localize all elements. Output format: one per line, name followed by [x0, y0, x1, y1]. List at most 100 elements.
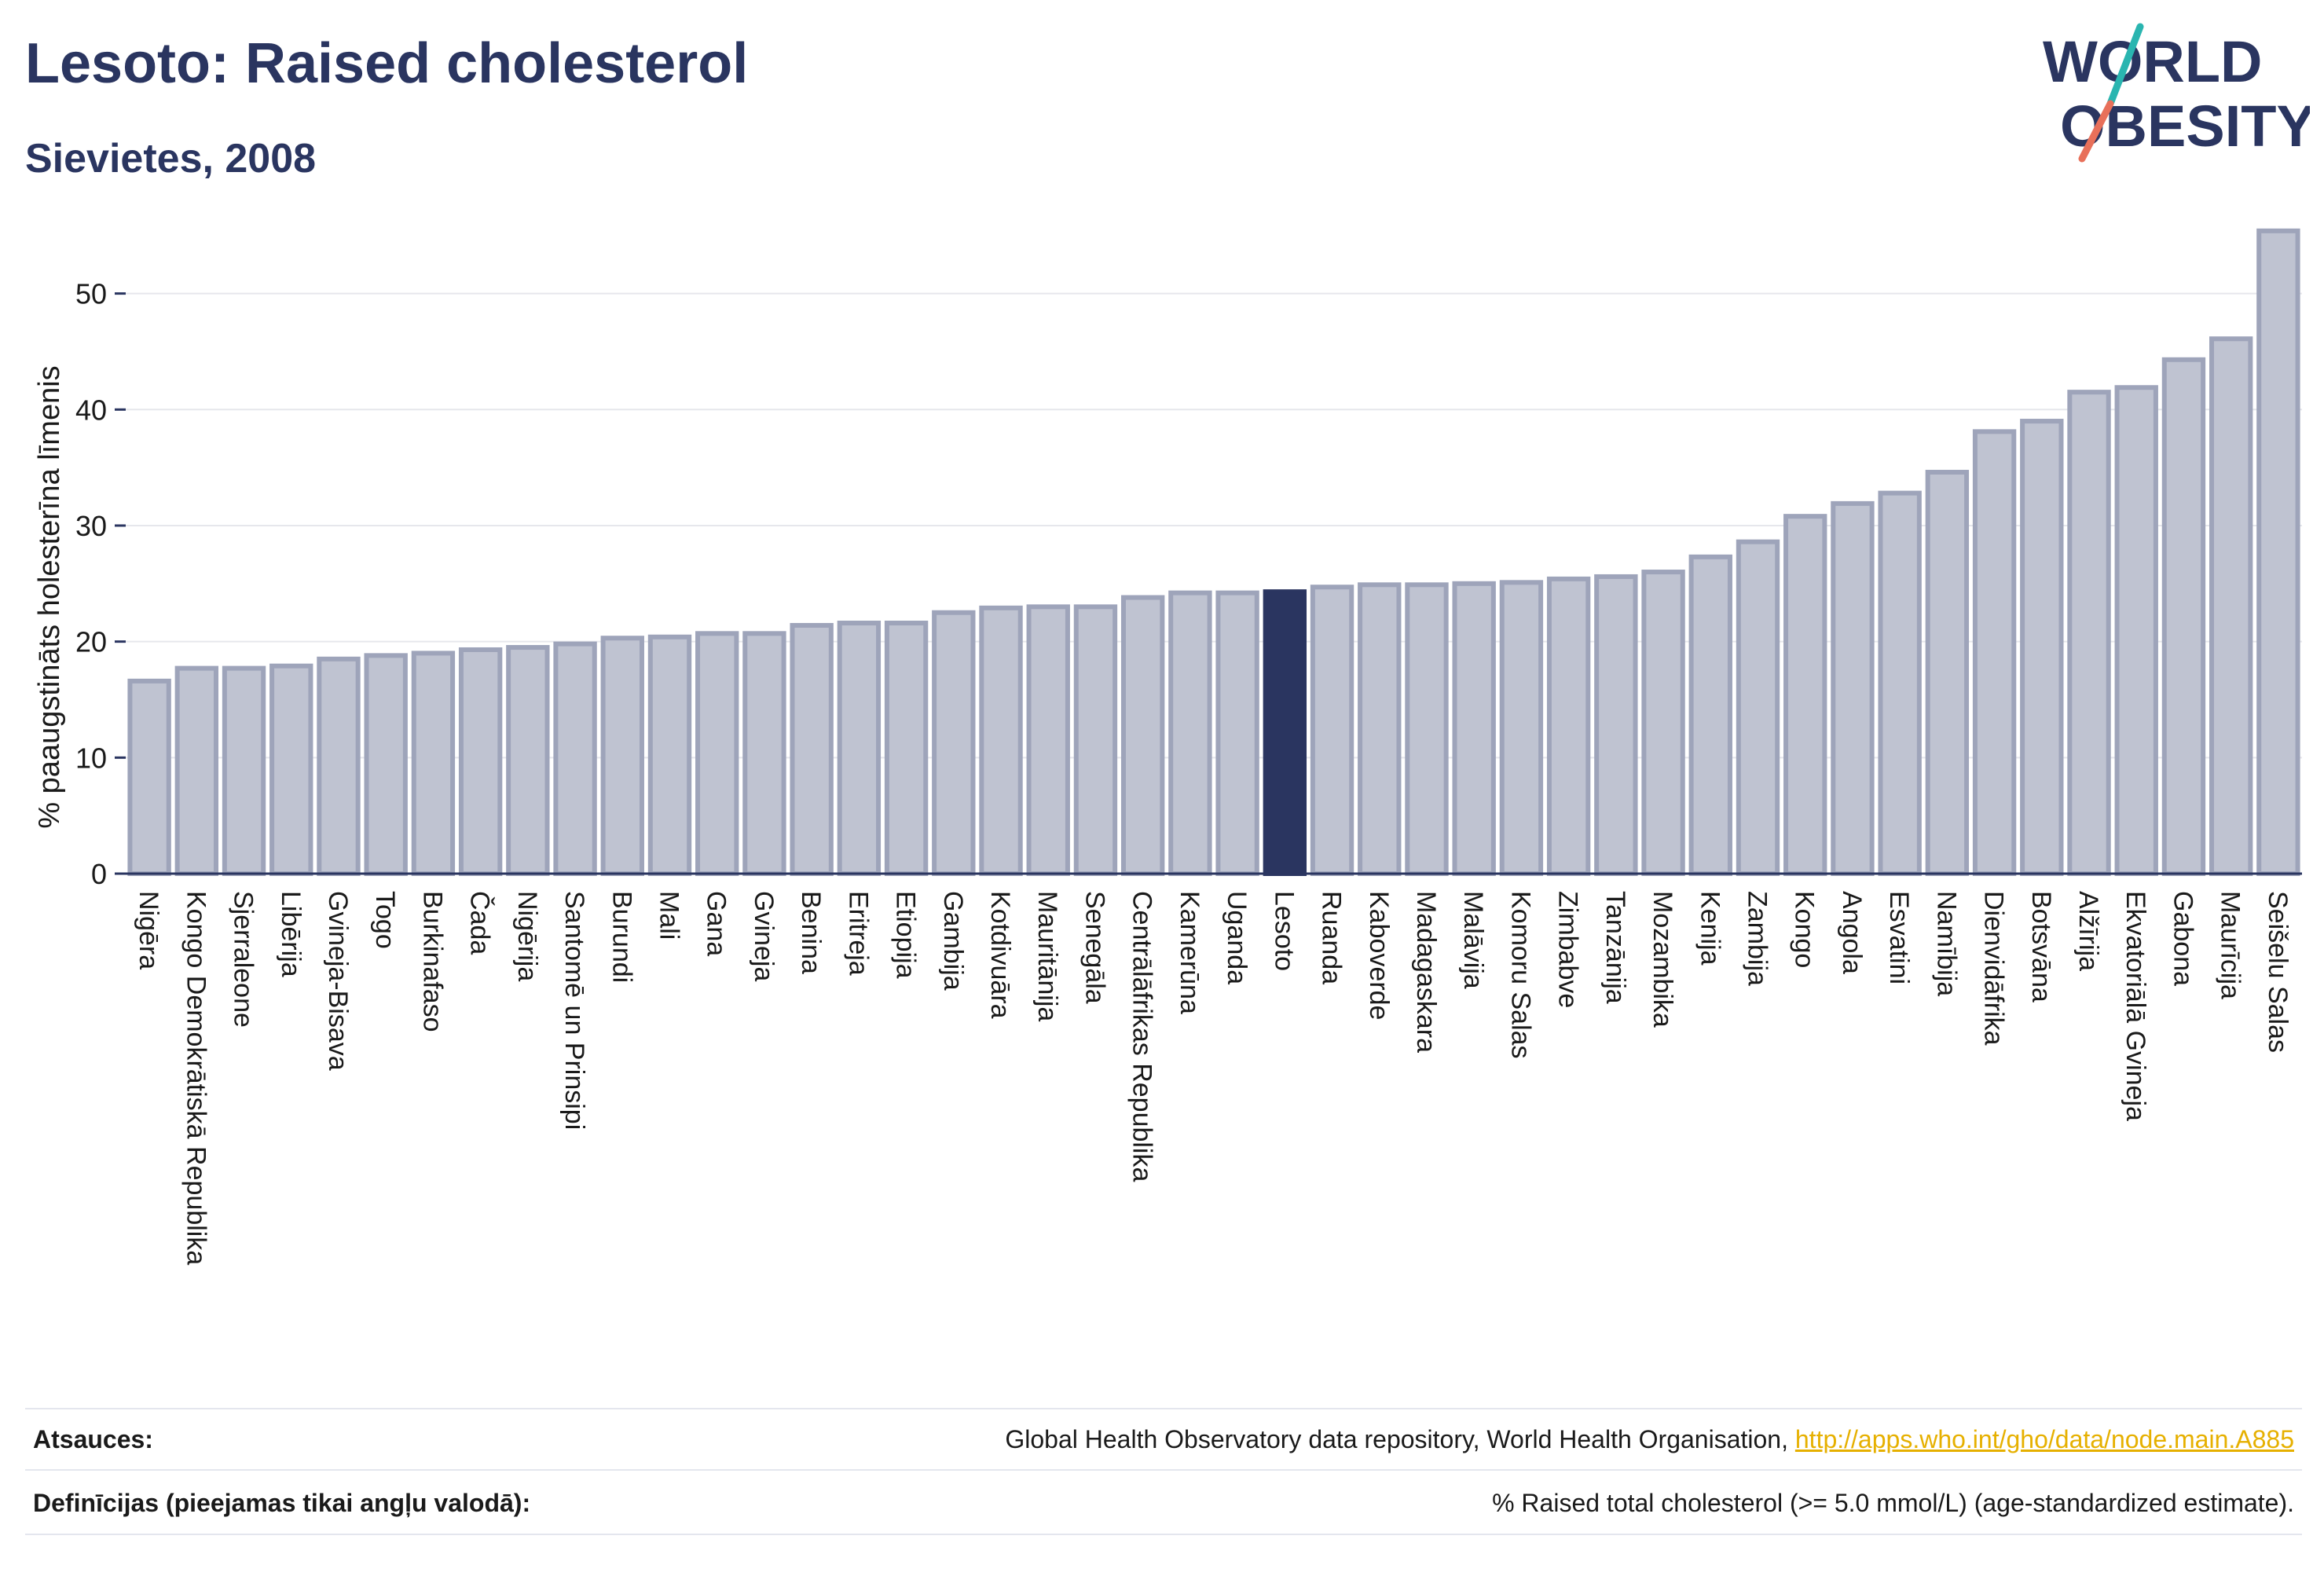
y-tick-label: 30: [75, 510, 107, 542]
x-tick-label: Madagaskara: [1411, 891, 1441, 1053]
x-tick-label: Libērija: [276, 891, 306, 977]
x-tick-label: Kotdivuāra: [985, 891, 1015, 1019]
bar: [2067, 390, 2111, 877]
x-tick-label: Gambija: [938, 891, 968, 991]
bar: [269, 663, 313, 876]
x-tick-label: Maurīcija: [2216, 891, 2245, 999]
logo-slash-coral: [2078, 100, 2114, 163]
y-tick-label: 20: [75, 626, 107, 658]
x-tick-label: Namībija: [1931, 891, 1961, 996]
x-tick-label: Gana: [702, 891, 731, 956]
bar: [1641, 570, 1685, 876]
bar: [1878, 490, 1922, 876]
x-tick-label: Gabona: [2168, 891, 2198, 986]
bar: [364, 653, 408, 876]
bar: [1405, 582, 1449, 876]
y-tick-label: 40: [75, 394, 107, 426]
x-tick-label: Benina: [796, 891, 826, 974]
sources-link[interactable]: http://apps.who.int/gho/data/node.main.A…: [1794, 1424, 2294, 1453]
chart-title: Lesoto: Raised cholesterol: [25, 32, 749, 95]
bar: [2209, 336, 2253, 876]
world-obesity-logo: WORLD OBESITY: [2043, 23, 2310, 163]
sources-value: Global Health Observatory data repositor…: [1005, 1425, 2294, 1454]
x-tick-label: Nigēra: [134, 891, 163, 969]
bar: [1168, 590, 1212, 876]
x-tick-label: Mauritānija: [1032, 891, 1062, 1021]
x-tick-label: Ekvatoriālā Gvineja: [2121, 891, 2150, 1121]
x-tick-label: Togo: [370, 891, 400, 949]
x-tick-label: Eritreja: [843, 891, 873, 976]
bar: [1358, 582, 1402, 876]
x-tick-label: Ruanda: [1317, 891, 1347, 984]
bar: [1688, 554, 1732, 877]
bar: [979, 605, 1023, 877]
bar: [1546, 576, 1591, 876]
x-tick-label: Kongo Demokrātiskā Republika: [181, 891, 211, 1265]
x-tick-label: Senegāla: [1080, 891, 1109, 1004]
bar: [2161, 357, 2206, 876]
x-tick-label: Dienvidāfrika: [1979, 891, 2009, 1046]
x-tick-label: Etiopija: [891, 891, 921, 979]
x-tick-label: Nigērija: [512, 891, 542, 981]
x-tick-label: Komoru Salas: [1505, 891, 1535, 1059]
y-tick-label: 50: [75, 278, 107, 310]
bar: [1594, 574, 1638, 876]
x-tick-label: Lesoto: [1269, 891, 1299, 971]
x-tick-label: Zambija: [1743, 891, 1772, 986]
bar: [1215, 590, 1259, 876]
x-tick-label: Seišelu Salas: [2263, 891, 2293, 1053]
x-tick-label: Gvineja-Bisava: [323, 891, 353, 1071]
logo-text-line1: WORLD: [2043, 29, 2263, 94]
bar: [1831, 500, 1875, 876]
bar: [174, 665, 219, 877]
bar: [411, 651, 456, 876]
x-tick-label: Kaboverde: [1364, 891, 1394, 1020]
x-tick-label: Burkinafaso: [417, 891, 447, 1032]
bar: [1073, 604, 1118, 876]
x-tick-label: Esvatini: [1884, 891, 1914, 984]
bar: [553, 641, 597, 876]
bar: [1452, 581, 1496, 877]
x-tick-label: Angola: [1837, 891, 1867, 974]
bar: [837, 621, 882, 876]
x-tick-label: Uganda: [1222, 891, 1252, 984]
bar: [1120, 595, 1165, 877]
bar: [1783, 514, 1827, 877]
sources-row: Atsauces: Global Health Observatory data…: [25, 1408, 2302, 1471]
bar: [742, 631, 786, 876]
bar: [1310, 585, 1354, 877]
x-tick-label: Kamerūna: [1175, 891, 1204, 1014]
bar: [1925, 470, 1970, 877]
x-tick-label: Mozambika: [1648, 891, 1677, 1028]
x-tick-label: Zimbabve: [1553, 891, 1583, 1008]
x-tick-label-layer: Nigēra Kongo Demokrātiskā Republika Sjerra…: [134, 891, 2293, 1265]
bar-highlighted: [1263, 589, 1307, 876]
bar: [1026, 604, 1070, 876]
bar: [222, 665, 266, 877]
bar: [458, 647, 503, 876]
logo-slash-teal: [2106, 23, 2144, 108]
definitions-label: Definīcijas (pieejamas tikai angļu valod…: [33, 1488, 531, 1517]
axis-layer: 0 10 20 30 40 50: [75, 278, 2302, 890]
bar: [317, 656, 361, 876]
y-tick-label: 0: [91, 858, 107, 890]
bar: [2256, 228, 2300, 876]
bar: [695, 631, 739, 876]
bar: [790, 622, 834, 876]
x-tick-label: Sjerraleone: [229, 891, 258, 1028]
bar: [647, 634, 692, 876]
bar-layer: [127, 228, 2300, 877]
x-tick-label: Čada: [465, 891, 495, 955]
bar: [1499, 580, 1544, 876]
bar: [127, 678, 171, 876]
x-tick-label: Gvineja: [749, 891, 779, 981]
bar: [884, 621, 929, 876]
y-tick-label: 10: [75, 742, 107, 774]
x-tick-label: Botsvāna: [2026, 891, 2056, 1002]
x-tick-label: Centrālāfrikas Republika: [1127, 891, 1157, 1182]
x-tick-label: Burundi: [607, 891, 636, 983]
x-tick-label: Alžīrija: [2073, 891, 2103, 971]
x-tick-label: Santomē un Prinsipi: [559, 891, 589, 1130]
bar: [1736, 539, 1780, 876]
bar: [2020, 419, 2064, 876]
